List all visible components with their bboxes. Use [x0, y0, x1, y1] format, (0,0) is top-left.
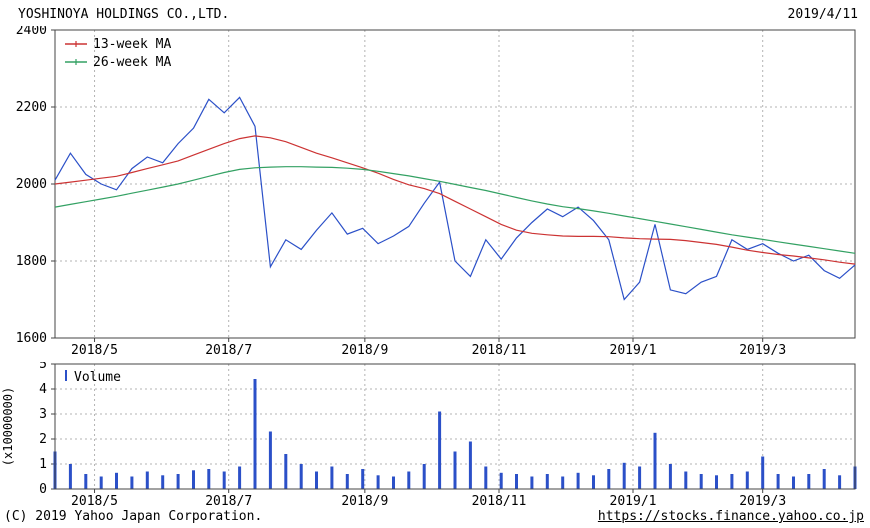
source-url-link[interactable]: https://stocks.finance.yahoo.co.jp [597, 509, 864, 524]
price-x-tick-label: 2019/3 [739, 343, 786, 358]
volume-y-tick-label: 2 [39, 432, 47, 447]
legend-item-ma13: 13-week MA [65, 37, 171, 52]
ma26-line [54, 166, 856, 254]
price-grid [51, 29, 855, 342]
volume-y-tick-label: 1 [39, 457, 47, 472]
volume-x-tick-label: 2019/1 [610, 494, 657, 506]
price-x-tick-label: 2018/11 [472, 343, 527, 358]
volume-y-tick-label: 4 [39, 382, 47, 397]
volume-y-tick-label: 5 [39, 362, 47, 372]
chart-date: 2019/4/11 [787, 6, 858, 22]
chart-footer: (C) 2019 Yahoo Japan Corporation. https:… [0, 505, 870, 528]
legend-item-ma26: 26-week MA [65, 55, 171, 70]
volume-chart: 0 1 2 3 4 5 2018/5 2018/7 2018/9 2018/11 2019/1 201… [1, 362, 857, 506]
copyright-text: (C) 2019 Yahoo Japan Corporation. [4, 509, 263, 524]
volume-x-tick-label: 2018/9 [341, 494, 388, 506]
price-y-tick-label: 2400 [16, 26, 47, 38]
chart-title: YOSHINOYA HOLDINGS CO.,LTD. [18, 6, 230, 22]
volume-y-tick-label: 3 [39, 407, 47, 422]
price-x-tick-label: 2019/1 [610, 343, 657, 358]
chart-header: YOSHINOYA HOLDINGS CO.,LTD. 2019/4/11 [0, 0, 870, 26]
price-y-tick-label: 1800 [16, 254, 47, 269]
volume-axis-labels: 0 1 2 3 4 5 2018/5 2018/7 2018/9 2018/11 2019/1 201… [39, 362, 786, 506]
price-line [54, 96, 856, 301]
legend-label: 13-week MA [93, 37, 171, 52]
volume-y-axis-unit-label: (x10000000) [1, 387, 15, 466]
ma13-line [54, 135, 856, 265]
price-y-tick-label: 2000 [16, 177, 47, 192]
volume-x-tick-label: 2019/3 [739, 494, 786, 506]
volume-x-tick-label: 2018/7 [205, 494, 252, 506]
volume-y-tick-label: 0 [39, 482, 47, 497]
volume-legend-label: Volume [74, 370, 121, 385]
volume-legend: Volume [65, 370, 121, 385]
volume-x-tick-label: 2018/5 [71, 494, 118, 506]
price-x-tick-label: 2018/9 [341, 343, 388, 358]
volume-x-tick-label: 2018/11 [472, 494, 527, 506]
price-chart: 1600 1800 2000 2200 2400 2018/5 2018/7 2018/9 20… [16, 26, 856, 358]
price-y-tick-label: 2200 [16, 100, 47, 115]
price-x-tick-label: 2018/5 [71, 343, 118, 358]
legend-label: 26-week MA [93, 55, 171, 70]
volume-bars [53, 379, 857, 490]
price-y-tick-label: 1600 [16, 331, 47, 346]
price-axis-labels: 1600 1800 2000 2200 2400 2018/5 2018/7 2018/9 20… [16, 26, 786, 358]
price-x-tick-label: 2018/7 [205, 343, 252, 358]
volume-grid [51, 363, 855, 493]
price-legend: 13-week MA 26-week MA [65, 37, 171, 70]
volume-plot-border [54, 363, 856, 490]
